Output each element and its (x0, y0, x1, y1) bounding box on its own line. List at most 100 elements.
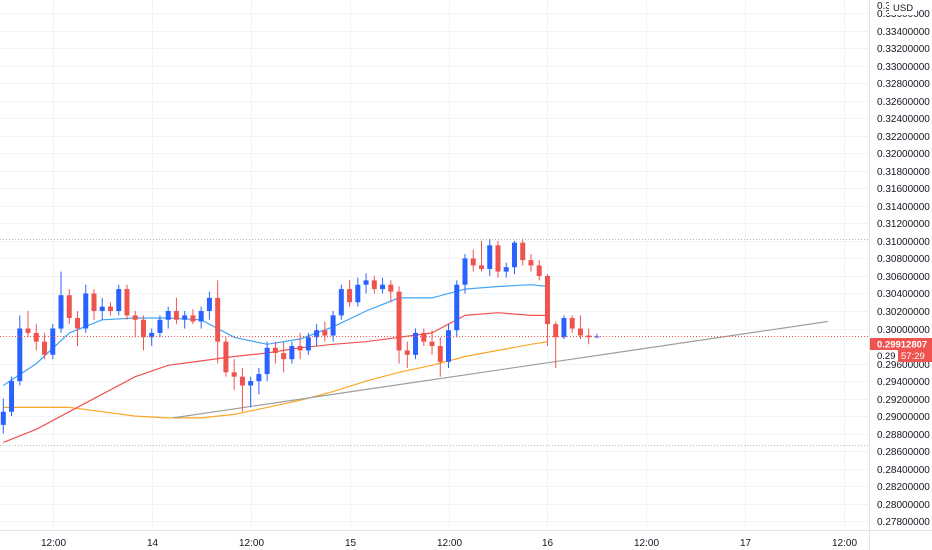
candle (99, 297, 105, 320)
candle (75, 310, 81, 347)
price-label-countdown: 57:29 (901, 351, 925, 362)
price-label-prefix: 0.29 (877, 351, 896, 362)
countdown-bg (898, 350, 932, 362)
candle (173, 297, 179, 325)
candle (404, 341, 410, 368)
candle (124, 284, 130, 320)
y-tick-label: 0.29000000 (877, 412, 930, 423)
candle-body (470, 258, 476, 266)
candle-body (198, 310, 204, 322)
currency-badge-bg (889, 1, 917, 15)
candle (470, 249, 476, 272)
candle-body (215, 297, 221, 342)
candle-body (536, 265, 542, 276)
candle (569, 315, 575, 333)
y-tick-label: 0.29600000 (877, 360, 930, 371)
candle (17, 315, 23, 386)
candle (305, 332, 311, 355)
y-tick-label: 0.30800000 (877, 254, 930, 265)
candle (330, 310, 336, 342)
y-tick-label: 0.33200000 (877, 44, 930, 55)
candle (503, 262, 509, 278)
candle-body (314, 330, 320, 338)
candle (478, 240, 484, 272)
x-tick-label: 12:00 (41, 538, 66, 549)
candle (9, 376, 15, 417)
candle-body (487, 245, 493, 269)
candle (511, 240, 517, 275)
candle (528, 254, 534, 272)
candle-body (520, 242, 526, 261)
y-tick-label: 0.31000000 (877, 237, 930, 248)
candle (371, 275, 377, 294)
candle-body (437, 346, 443, 362)
y-tick-label: 0.32200000 (877, 132, 930, 143)
candle (132, 310, 138, 338)
candle-body (305, 337, 311, 351)
candle (116, 284, 122, 316)
candle-body (239, 376, 245, 386)
candle-body (248, 381, 254, 386)
x-axis[interactable]: 12:00 14 12:00 15 12:00 16 12:00 17 12:00 (41, 538, 857, 549)
x-tick-label: 17 (740, 538, 752, 549)
candle-body (330, 315, 336, 336)
candle-body (157, 319, 163, 333)
candle-body (371, 280, 377, 290)
candle-body (223, 341, 229, 373)
candle-body (264, 347, 270, 375)
candle (495, 240, 501, 278)
candle-body (91, 293, 97, 311)
currency-badge[interactable]: USD (889, 1, 917, 15)
x-tick-label: 15 (345, 538, 357, 549)
candle (206, 291, 212, 320)
y-axis[interactable]: 0.336000000.334000000.332000000.33000000… (877, 1, 930, 528)
x-tick-label: 14 (147, 538, 159, 549)
candle (553, 321, 559, 368)
candle (264, 341, 270, 382)
candle-body (182, 315, 188, 320)
candle (107, 302, 113, 316)
candle (223, 337, 229, 377)
candle (380, 277, 386, 294)
candle (363, 273, 369, 294)
y-tick-label: 0.30000000 (877, 325, 930, 336)
y-tick-label: 0.33400000 (877, 27, 930, 38)
candle-body (297, 346, 303, 351)
candle-body (206, 297, 212, 311)
candle-body (322, 330, 328, 336)
candle-body (544, 275, 550, 325)
candle (289, 341, 295, 364)
trendline-layer[interactable] (173, 320, 828, 419)
x-tick-label: 12:00 (634, 538, 659, 549)
candle (297, 332, 303, 360)
y-tick-label: 0.31200000 (877, 219, 930, 230)
current-price-label: 0.29912807 0.29 57:29 (870, 338, 932, 362)
candle (157, 315, 163, 338)
candle-body (503, 267, 509, 272)
x-tick-label: 12:00 (832, 538, 857, 549)
candle-body (173, 310, 179, 320)
candle (66, 289, 72, 325)
y-tick-label: 0.30400000 (877, 289, 930, 300)
candle (594, 333, 600, 339)
ma-fast-line (2, 284, 548, 386)
candle-body (594, 336, 600, 338)
ma-mid-line (3, 312, 548, 443)
candle (25, 310, 31, 338)
candle-body (99, 306, 105, 311)
candle-body (396, 291, 402, 351)
candle-body (446, 330, 452, 362)
candle-body (380, 284, 386, 290)
candle (314, 324, 320, 347)
candle (487, 239, 493, 276)
trendline (173, 320, 828, 419)
x-tick-label: 12:00 (239, 538, 264, 549)
candle-body (272, 347, 278, 354)
candle (0, 398, 6, 434)
candle (536, 260, 542, 281)
candle (454, 280, 460, 338)
y-tick-label: 0.28200000 (877, 482, 930, 493)
y-tick-label: 0.28000000 (877, 500, 930, 511)
